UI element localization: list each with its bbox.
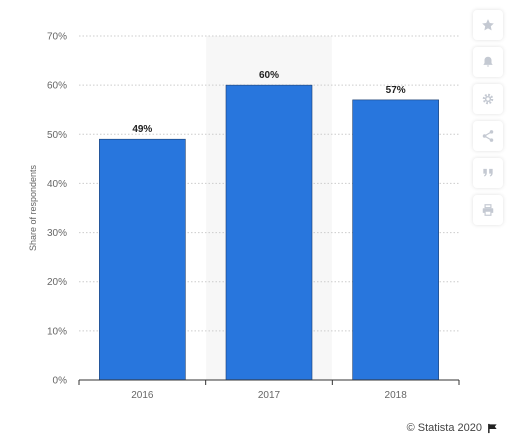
data-label: 57% — [386, 85, 406, 96]
y-tick-label: 50% — [47, 130, 67, 141]
bar[interactable] — [99, 138, 186, 381]
gear-icon — [482, 93, 494, 105]
y-tick-label: 0% — [53, 376, 68, 387]
print-button[interactable] — [473, 195, 503, 225]
quote-icon — [483, 168, 493, 177]
copyright-text: © Statista 2020 — [406, 422, 482, 434]
bar[interactable] — [225, 84, 313, 381]
data-label: 60% — [259, 70, 279, 81]
notification-button[interactable] — [473, 47, 503, 77]
y-axis-title: Share of respondents — [28, 164, 38, 251]
chart-toolbar — [473, 10, 505, 232]
bar[interactable] — [352, 99, 439, 381]
x-tick-label: 2018 — [385, 390, 408, 401]
flag-icon[interactable] — [487, 423, 498, 434]
x-tick-label: 2016 — [131, 390, 154, 401]
favorite-button[interactable] — [473, 10, 503, 40]
settings-button[interactable] — [473, 84, 503, 114]
cite-button[interactable] — [473, 158, 503, 188]
share-icon — [482, 130, 494, 142]
y-tick-label: 60% — [47, 81, 67, 92]
y-tick-label: 30% — [47, 228, 67, 239]
star-icon — [482, 19, 494, 31]
footer: © Statista 2020 — [407, 422, 498, 434]
y-tick-label: 20% — [47, 277, 67, 288]
print-icon — [482, 204, 494, 216]
share-button[interactable] — [473, 121, 503, 151]
bell-icon — [483, 56, 493, 67]
y-tick-label: 70% — [47, 32, 67, 43]
x-tick-label: 2017 — [258, 390, 281, 401]
data-label: 49% — [132, 124, 152, 135]
y-tick-label: 40% — [47, 179, 67, 190]
y-tick-label: 10% — [47, 326, 67, 337]
